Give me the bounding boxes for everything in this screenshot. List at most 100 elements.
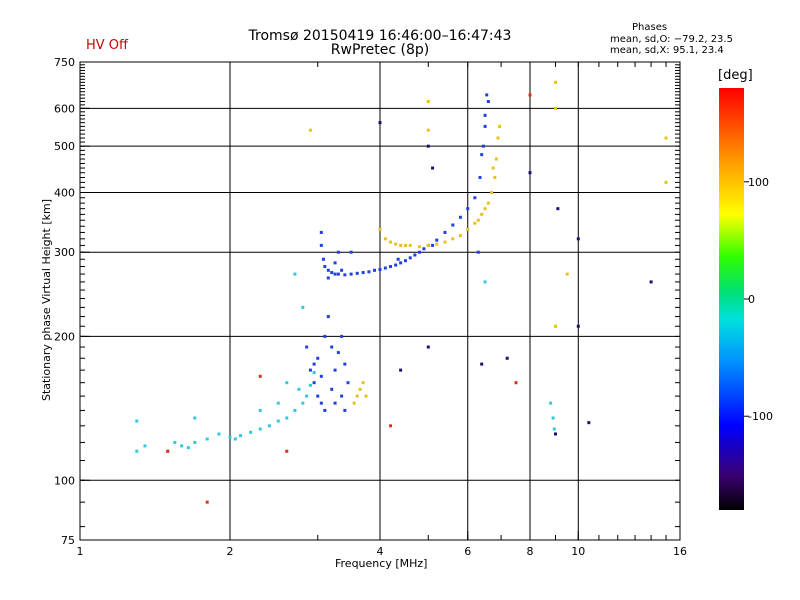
data-point [205, 437, 209, 441]
series-3 [378, 121, 653, 436]
data-point [326, 276, 330, 280]
data-point [217, 432, 221, 436]
series-4 [166, 93, 532, 504]
data-point [389, 265, 393, 269]
data-point [473, 196, 477, 200]
data-point [466, 227, 470, 231]
data-point [340, 394, 344, 398]
data-point [249, 430, 253, 434]
data-point [443, 230, 447, 234]
data-point [135, 449, 139, 453]
data-point [378, 227, 382, 231]
data-point [481, 144, 485, 148]
colorbar-unit-label: [deg] [718, 68, 753, 83]
chart-subtitle: RwPretec (8p) [330, 42, 430, 58]
data-point [367, 270, 371, 274]
data-point [352, 401, 356, 405]
data-point [312, 362, 316, 366]
data-point [403, 243, 407, 247]
data-point [478, 175, 482, 179]
data-point [426, 144, 430, 148]
data-point [305, 394, 309, 398]
data-point [549, 401, 553, 405]
data-point [399, 261, 403, 265]
x-tick-label: 16 [673, 545, 687, 558]
data-point [336, 272, 340, 276]
data-point [394, 263, 398, 267]
data-point [551, 416, 555, 420]
data-point [399, 368, 403, 372]
data-point [285, 416, 289, 420]
data-point [451, 237, 455, 241]
data-point [408, 256, 412, 260]
data-point [435, 238, 439, 242]
x-tick-label: 2 [227, 545, 234, 558]
data-point [480, 362, 484, 366]
data-point [485, 93, 489, 97]
data-point [361, 381, 365, 385]
data-point [553, 324, 557, 328]
data-point [373, 268, 377, 272]
data-point [301, 401, 305, 405]
phases-heading: Phases [632, 22, 668, 33]
y-tick-label: 500 [54, 140, 75, 153]
data-point [431, 243, 435, 247]
data-point [664, 180, 668, 184]
data-point [364, 394, 368, 398]
data-point [193, 440, 197, 444]
data-point [333, 368, 337, 372]
y-tick-label: 600 [54, 102, 75, 115]
data-point [494, 157, 498, 161]
colorbar-tick-label: 100 [748, 176, 769, 189]
data-point [193, 416, 197, 420]
y-tick-label: 400 [54, 186, 75, 199]
data-point [258, 408, 262, 412]
data-point [576, 324, 580, 328]
data-point [493, 175, 497, 179]
data-point [408, 243, 412, 247]
data-point [340, 268, 344, 272]
data-point [483, 124, 487, 128]
data-point [333, 272, 337, 276]
data-point [431, 166, 435, 170]
data-point [491, 166, 495, 170]
colorbar-tick-label: -100 [748, 410, 773, 423]
data-point [258, 427, 262, 431]
series-1 [308, 80, 668, 405]
x-tick-label: 10 [571, 545, 585, 558]
data-point [413, 253, 417, 257]
data-point [394, 242, 398, 246]
y-tick-label: 75 [61, 534, 75, 547]
y-tick-label: 100 [54, 474, 75, 487]
data-point [312, 371, 316, 375]
data-point [483, 207, 487, 211]
data-point [293, 272, 297, 276]
data-point [649, 280, 653, 284]
data-point [323, 334, 327, 338]
data-point [166, 449, 170, 453]
data-point [505, 356, 509, 360]
data-point [458, 215, 462, 219]
series-2 [135, 272, 556, 453]
data-point [383, 237, 387, 241]
data-point [378, 268, 382, 272]
hv-status-label: HV Off [86, 38, 128, 53]
x-tick-label: 8 [527, 545, 534, 558]
data-point [422, 247, 426, 251]
data-point [346, 381, 350, 385]
data-point [355, 271, 359, 275]
data-point [239, 434, 243, 438]
data-point [443, 240, 447, 244]
data-point [205, 500, 209, 504]
data-point [565, 272, 569, 276]
data-point [361, 271, 365, 275]
data-point [319, 374, 323, 378]
data-point [355, 394, 359, 398]
data-point [426, 100, 430, 104]
axis-ticks: 1 2 4 6 8 10 16 75 100 200 300 400 500 600 750 [54, 56, 687, 558]
data-point [321, 257, 325, 261]
data-point [186, 446, 190, 450]
data-point [330, 345, 334, 349]
data-point [323, 408, 327, 412]
x-tick-label: 4 [377, 545, 384, 558]
